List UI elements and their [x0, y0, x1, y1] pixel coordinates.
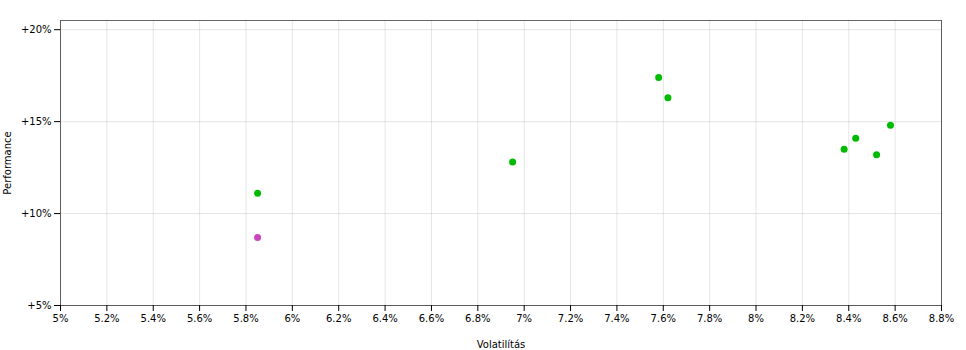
svg-text:7%: 7%	[516, 313, 532, 324]
svg-text:+20%: +20%	[21, 24, 52, 35]
svg-text:6%: 6%	[284, 313, 300, 324]
svg-text:6.6%: 6.6%	[419, 313, 444, 324]
svg-text:5.6%: 5.6%	[187, 313, 212, 324]
svg-text:7.2%: 7.2%	[558, 313, 583, 324]
svg-text:8%: 8%	[748, 313, 764, 324]
svg-text:7.4%: 7.4%	[604, 313, 629, 324]
svg-text:7.8%: 7.8%	[697, 313, 722, 324]
svg-text:8.4%: 8.4%	[836, 313, 861, 324]
svg-text:5.8%: 5.8%	[233, 313, 258, 324]
svg-text:5%: 5%	[53, 313, 69, 324]
svg-text:7.6%: 7.6%	[651, 313, 676, 324]
svg-text:6.4%: 6.4%	[372, 313, 397, 324]
svg-text:8.2%: 8.2%	[790, 313, 815, 324]
svg-text:5.2%: 5.2%	[94, 313, 119, 324]
svg-text:+5%: +5%	[27, 300, 51, 311]
svg-text:Volatilítás: Volatilítás	[477, 339, 526, 350]
svg-text:6.8%: 6.8%	[465, 313, 490, 324]
svg-text:8.6%: 8.6%	[882, 313, 907, 324]
svg-text:Performance: Performance	[2, 131, 13, 194]
svg-text:+15%: +15%	[21, 116, 52, 127]
svg-text:8.8%: 8.8%	[929, 313, 954, 324]
svg-text:+10%: +10%	[21, 208, 52, 219]
svg-text:5.4%: 5.4%	[141, 313, 166, 324]
svg-text:6.2%: 6.2%	[326, 313, 351, 324]
